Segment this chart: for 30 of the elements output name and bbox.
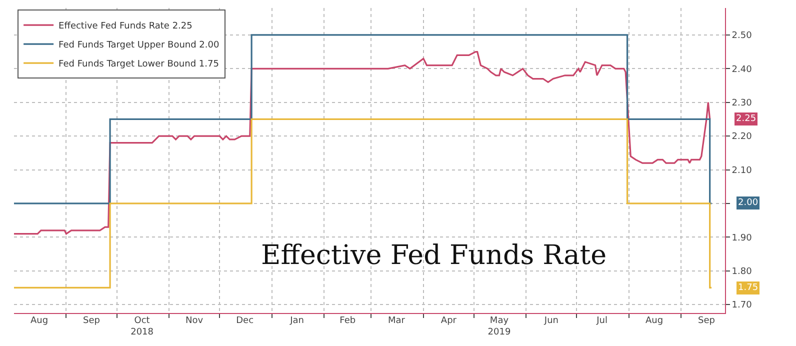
x-tick-label: Oct 2018 [130,316,154,338]
legend-label: Effective Fed Funds Rate 2.25 [58,22,192,32]
y-tick-label: 2.50 [732,31,752,42]
x-tick-label: Sep [83,316,100,326]
annotation: 2.00 [738,198,758,208]
x-tick-label: Sep [698,316,716,326]
y-tick-label: 2.30 [732,98,752,109]
y-tick-label: 2.20 [732,132,752,142]
legend-label: Fed Funds Target Upper Bound 2.00 [58,40,220,51]
annotation: 1.75 [738,283,758,293]
y-tick-label: 1.70 [732,300,752,311]
x-tick-label: Feb [340,316,356,326]
x-tick-label: Mar [388,316,406,326]
x-tick-label: Jun [543,316,558,326]
annotation: 2.25 [736,114,756,124]
line-series [14,51,711,235]
x-tick-label: Aug [645,316,664,326]
legend-label: Fed Funds Target Lower Bound 1.75 [58,60,219,70]
x-tick-label: Nov [185,316,204,326]
x-tick-label: Dec [236,316,254,326]
x-tick-label: Apr [440,316,457,326]
y-tick-label: 2.40 [732,64,752,75]
x-tick-label: Jul [596,316,608,326]
y-tick-label: 2.10 [732,166,752,176]
x-tick-label: Jan [289,316,304,326]
x-tick-label: Aug [30,316,48,326]
text: Effective Fed Funds Rate [261,240,607,271]
y-tick-label: 1.90 [732,233,752,244]
y-tick-label: 1.80 [732,267,752,278]
x-tick-label: May 2019 [488,316,511,338]
